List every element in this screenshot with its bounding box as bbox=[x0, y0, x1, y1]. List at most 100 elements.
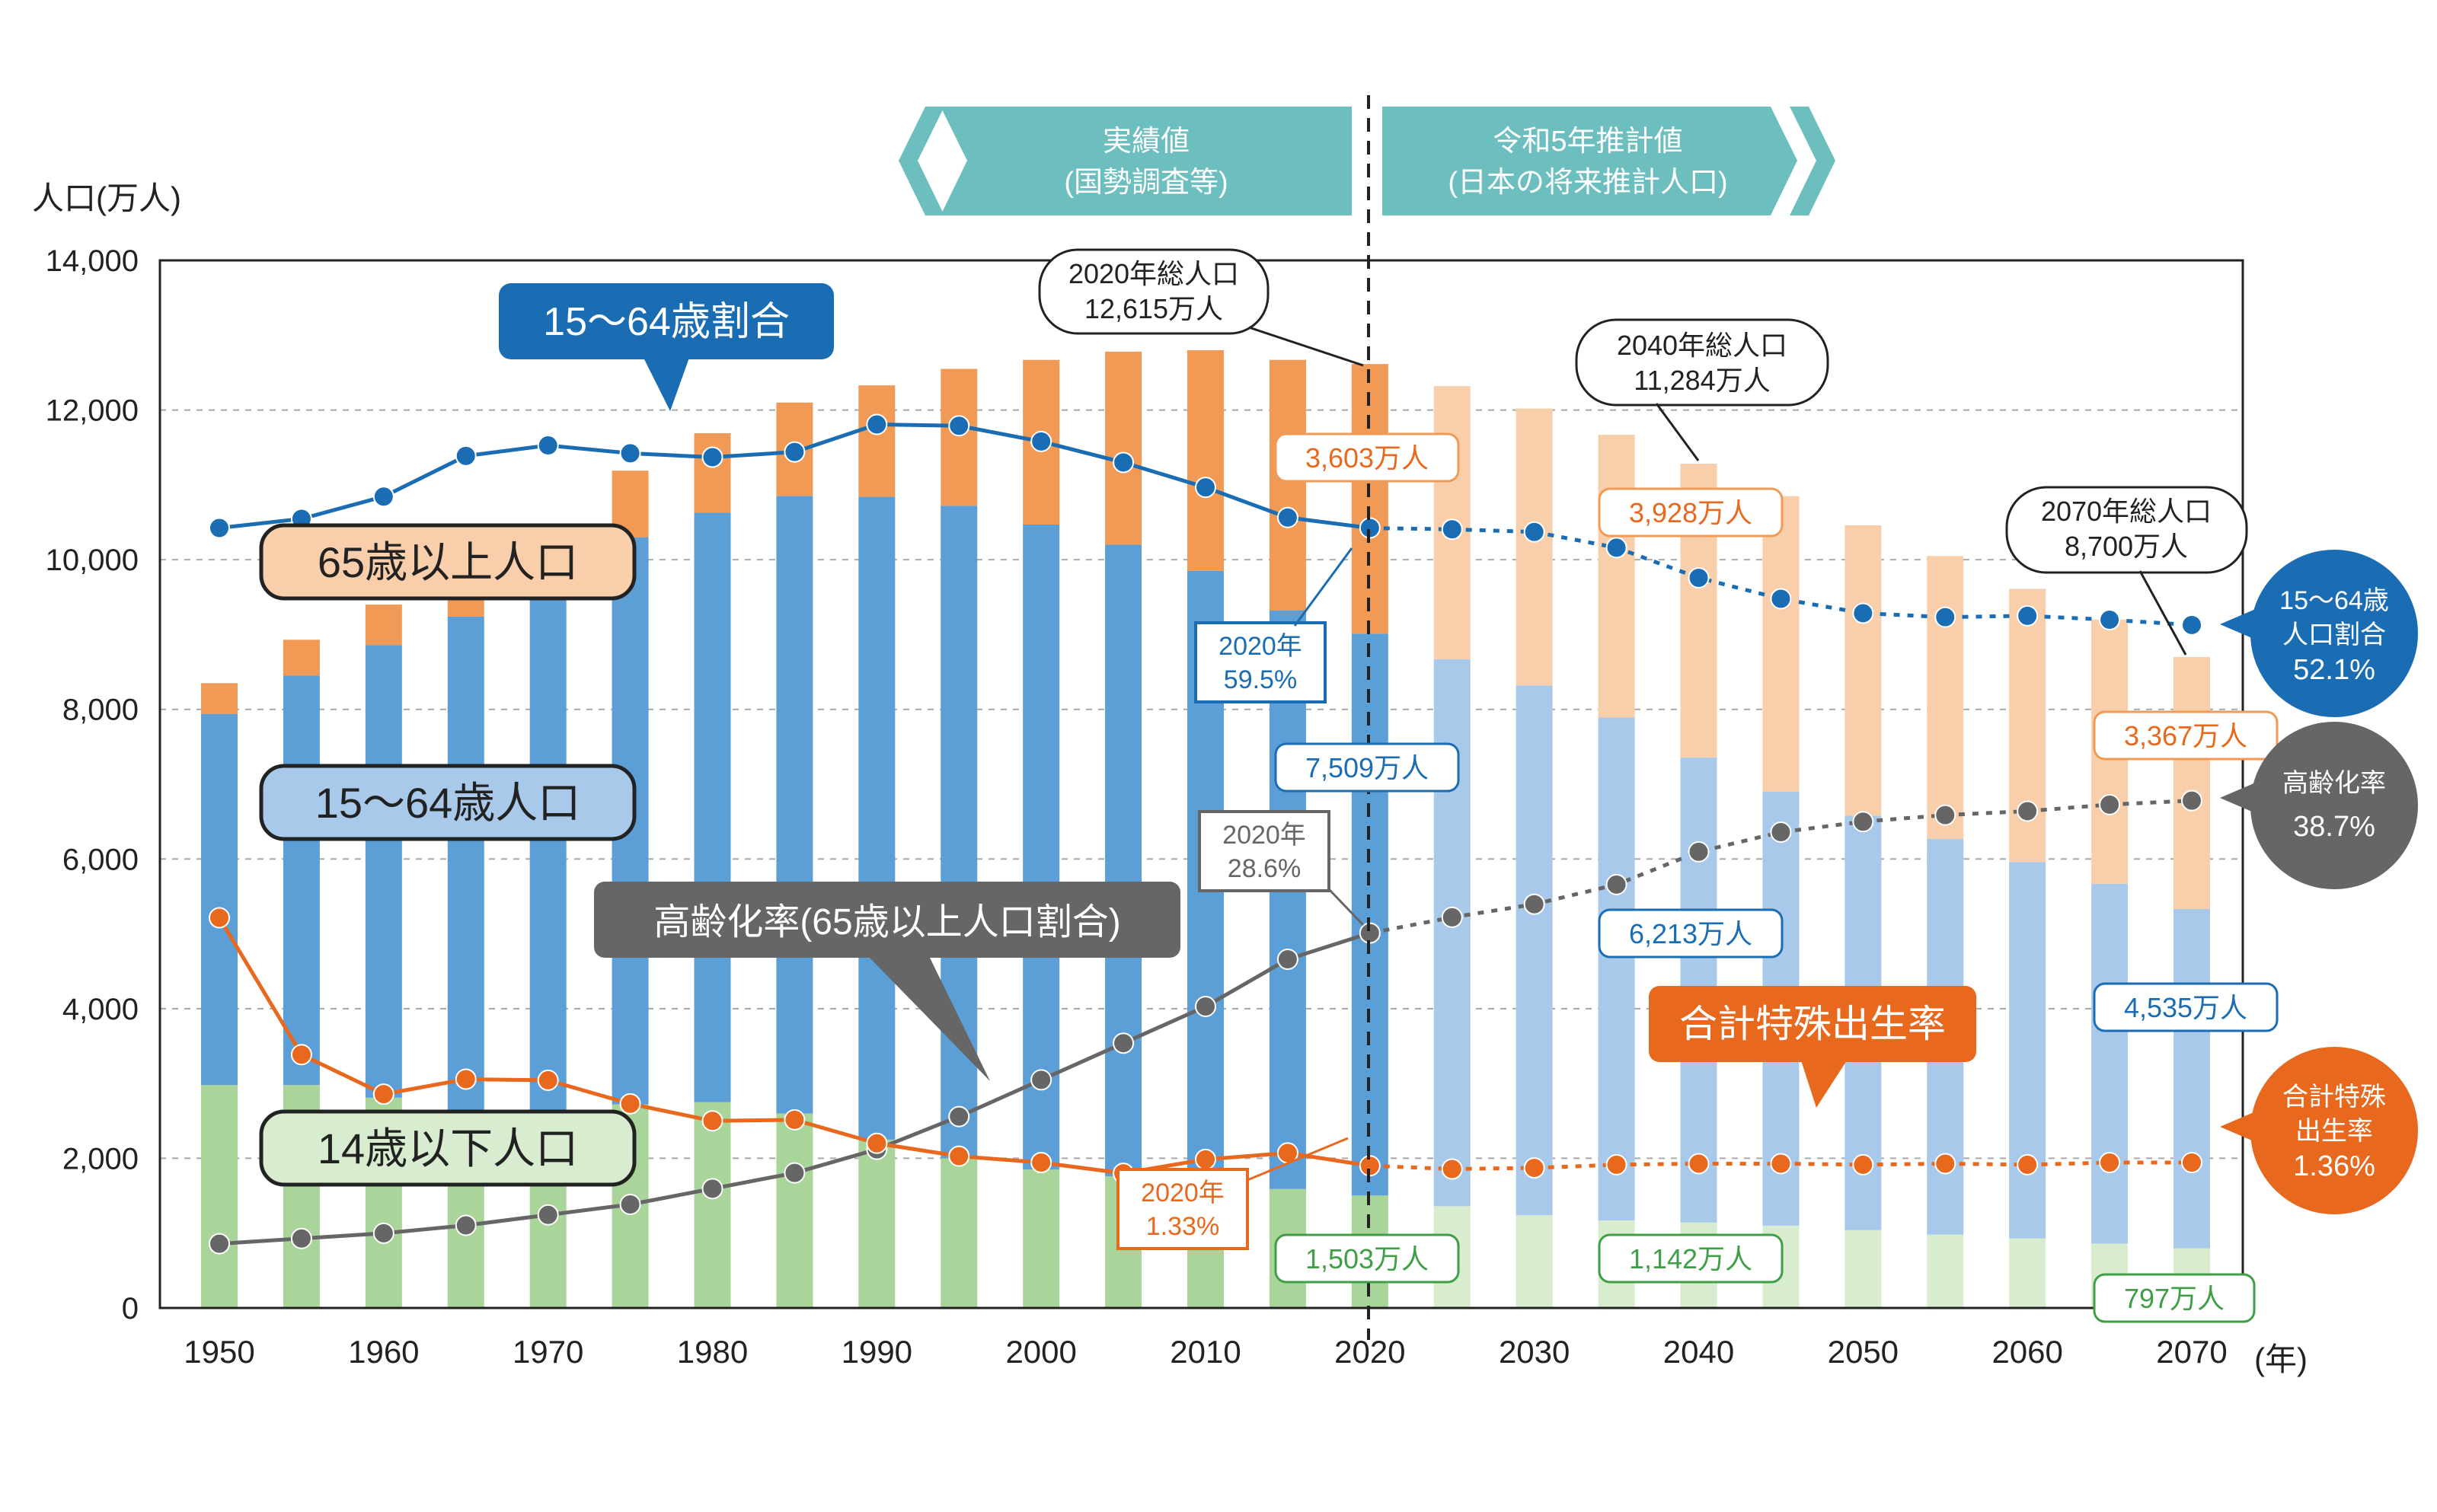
bar-segment bbox=[694, 433, 731, 513]
value-label-c2040: 1,142万人 bbox=[1629, 1243, 1752, 1274]
line-point bbox=[701, 446, 723, 468]
bar-segment bbox=[201, 1085, 238, 1308]
value-label-w2040: 6,213万人 bbox=[1629, 918, 1752, 949]
line-point bbox=[1770, 588, 1792, 610]
line-point bbox=[1523, 521, 1545, 543]
line-point bbox=[1605, 537, 1627, 559]
x-tick-label: 2010 bbox=[1170, 1334, 1241, 1370]
line-point bbox=[619, 1093, 641, 1115]
line-point bbox=[1276, 506, 1298, 528]
line-point bbox=[1195, 1148, 1216, 1170]
bar-segment bbox=[694, 512, 731, 1102]
line-point bbox=[948, 1145, 970, 1167]
bar-segment bbox=[201, 683, 238, 714]
bar-segment bbox=[2009, 862, 2046, 1239]
line-point bbox=[537, 1204, 559, 1226]
line-point bbox=[2017, 1153, 2039, 1175]
bar-segment bbox=[858, 496, 896, 1140]
header-actual: 実績値 (国勢調査等) bbox=[899, 107, 1352, 215]
x-axis-unit: (年) bbox=[2254, 1341, 2308, 1377]
svg-text:15～64歳割合: 15～64歳割合 bbox=[543, 300, 790, 344]
line-point bbox=[372, 1083, 394, 1105]
bar-segment bbox=[1516, 1215, 1553, 1308]
bar-segment bbox=[1105, 544, 1142, 1177]
bar-segment bbox=[941, 368, 978, 506]
line-point bbox=[290, 1044, 312, 1066]
bar-segment bbox=[365, 645, 402, 1098]
line-point bbox=[209, 1233, 230, 1255]
value-label-w2070: 4,535万人 bbox=[2124, 992, 2247, 1023]
header-actual-line1: 実績値 bbox=[1103, 126, 1190, 158]
series-line-projection bbox=[1369, 799, 2193, 936]
bar-segment bbox=[1762, 496, 1800, 792]
bar-segment bbox=[1187, 349, 1224, 571]
bar-segment bbox=[1845, 1230, 1882, 1308]
line-point bbox=[784, 441, 806, 463]
bar-segment bbox=[1927, 1234, 1964, 1308]
value-label-c2020: 1,503万人 bbox=[1305, 1243, 1429, 1274]
line-point bbox=[1770, 1153, 1792, 1175]
end-circle-ratio bbox=[2250, 550, 2418, 717]
x-tick-label: 2040 bbox=[1663, 1334, 1734, 1370]
bar-segment bbox=[776, 496, 813, 1114]
line-point bbox=[701, 1110, 723, 1132]
line-point bbox=[2017, 604, 2039, 627]
bar-segment bbox=[1023, 1169, 1060, 1308]
line-point bbox=[1195, 995, 1216, 1017]
bar-segment bbox=[2009, 1238, 2046, 1308]
bar-segment bbox=[858, 385, 896, 497]
line-point bbox=[2017, 800, 2039, 822]
header-actual-line2: (国勢調査等) bbox=[1064, 167, 1228, 199]
line-point bbox=[1030, 430, 1052, 452]
line-point bbox=[455, 1068, 477, 1090]
line-point bbox=[1852, 811, 1874, 833]
line-point bbox=[1688, 566, 1710, 589]
bar-segment bbox=[1516, 685, 1553, 1216]
y-tick-label: 6,000 bbox=[62, 843, 139, 876]
line-point bbox=[209, 907, 230, 929]
header-projection: 令和5年推計値 (日本の将来推計人口) bbox=[1382, 107, 1835, 215]
line-point bbox=[1934, 804, 1956, 826]
svg-text:2020年総人口: 2020年総人口 bbox=[1068, 258, 1239, 289]
label-pop-65: 65歳以上人口 bbox=[259, 523, 637, 601]
header-projection-line1: 令和5年推計値 bbox=[1493, 126, 1682, 158]
svg-text:14歳以下人口: 14歳以下人口 bbox=[318, 1124, 578, 1172]
bar-segment bbox=[283, 640, 320, 676]
header-projection-line2: (日本の将来推計人口) bbox=[1448, 167, 1727, 199]
line-point bbox=[784, 1162, 806, 1184]
line-point bbox=[372, 486, 394, 508]
line-point bbox=[1852, 602, 1874, 624]
line-point bbox=[1113, 451, 1135, 474]
end-circles: 15～64歳 人口割合 52.1% 高齢化率 38.7% 合計特殊 出生率 1.… bbox=[2220, 550, 2418, 1214]
line-point bbox=[2181, 614, 2202, 636]
callout-tfr-2020: 2020年 1.33% bbox=[1116, 1137, 1349, 1250]
svg-text:1.33%: 1.33% bbox=[1146, 1212, 1219, 1241]
bar-segment bbox=[2173, 908, 2210, 1249]
svg-text:2020年: 2020年 bbox=[1141, 1179, 1225, 1207]
y-tick-label: 0 bbox=[122, 1292, 139, 1325]
value-label-w2020: 7,509万人 bbox=[1305, 752, 1429, 783]
line-point bbox=[1441, 1158, 1463, 1180]
y-tick-label: 8,000 bbox=[62, 694, 139, 727]
svg-text:合計特殊: 合計特殊 bbox=[2282, 1083, 2386, 1112]
line-point bbox=[1030, 1152, 1052, 1174]
svg-text:15～64歳人口: 15～64歳人口 bbox=[315, 779, 581, 827]
svg-text:28.6%: 28.6% bbox=[1228, 854, 1301, 883]
bar-segment bbox=[447, 616, 484, 1118]
line-point bbox=[2181, 789, 2202, 812]
line-point bbox=[784, 1108, 806, 1131]
svg-text:11,284万人: 11,284万人 bbox=[1634, 365, 1770, 396]
svg-text:高齢化率: 高齢化率 bbox=[2282, 769, 2386, 798]
bar-segment bbox=[776, 1113, 813, 1308]
x-tick-label: 2050 bbox=[1828, 1334, 1899, 1370]
line-point bbox=[2181, 1152, 2202, 1174]
line-point bbox=[1441, 518, 1463, 541]
line-point bbox=[290, 1227, 312, 1249]
bar-segment bbox=[529, 580, 567, 1121]
svg-text:65歳以上人口: 65歳以上人口 bbox=[318, 538, 578, 586]
x-tick-label: 1960 bbox=[348, 1334, 419, 1370]
x-tick-label: 2070 bbox=[2156, 1334, 2227, 1370]
value-label-o2070: 3,367万人 bbox=[2124, 720, 2247, 751]
label-aging-rate: 高齢化率(65歳以上人口割合) bbox=[594, 882, 1180, 1081]
